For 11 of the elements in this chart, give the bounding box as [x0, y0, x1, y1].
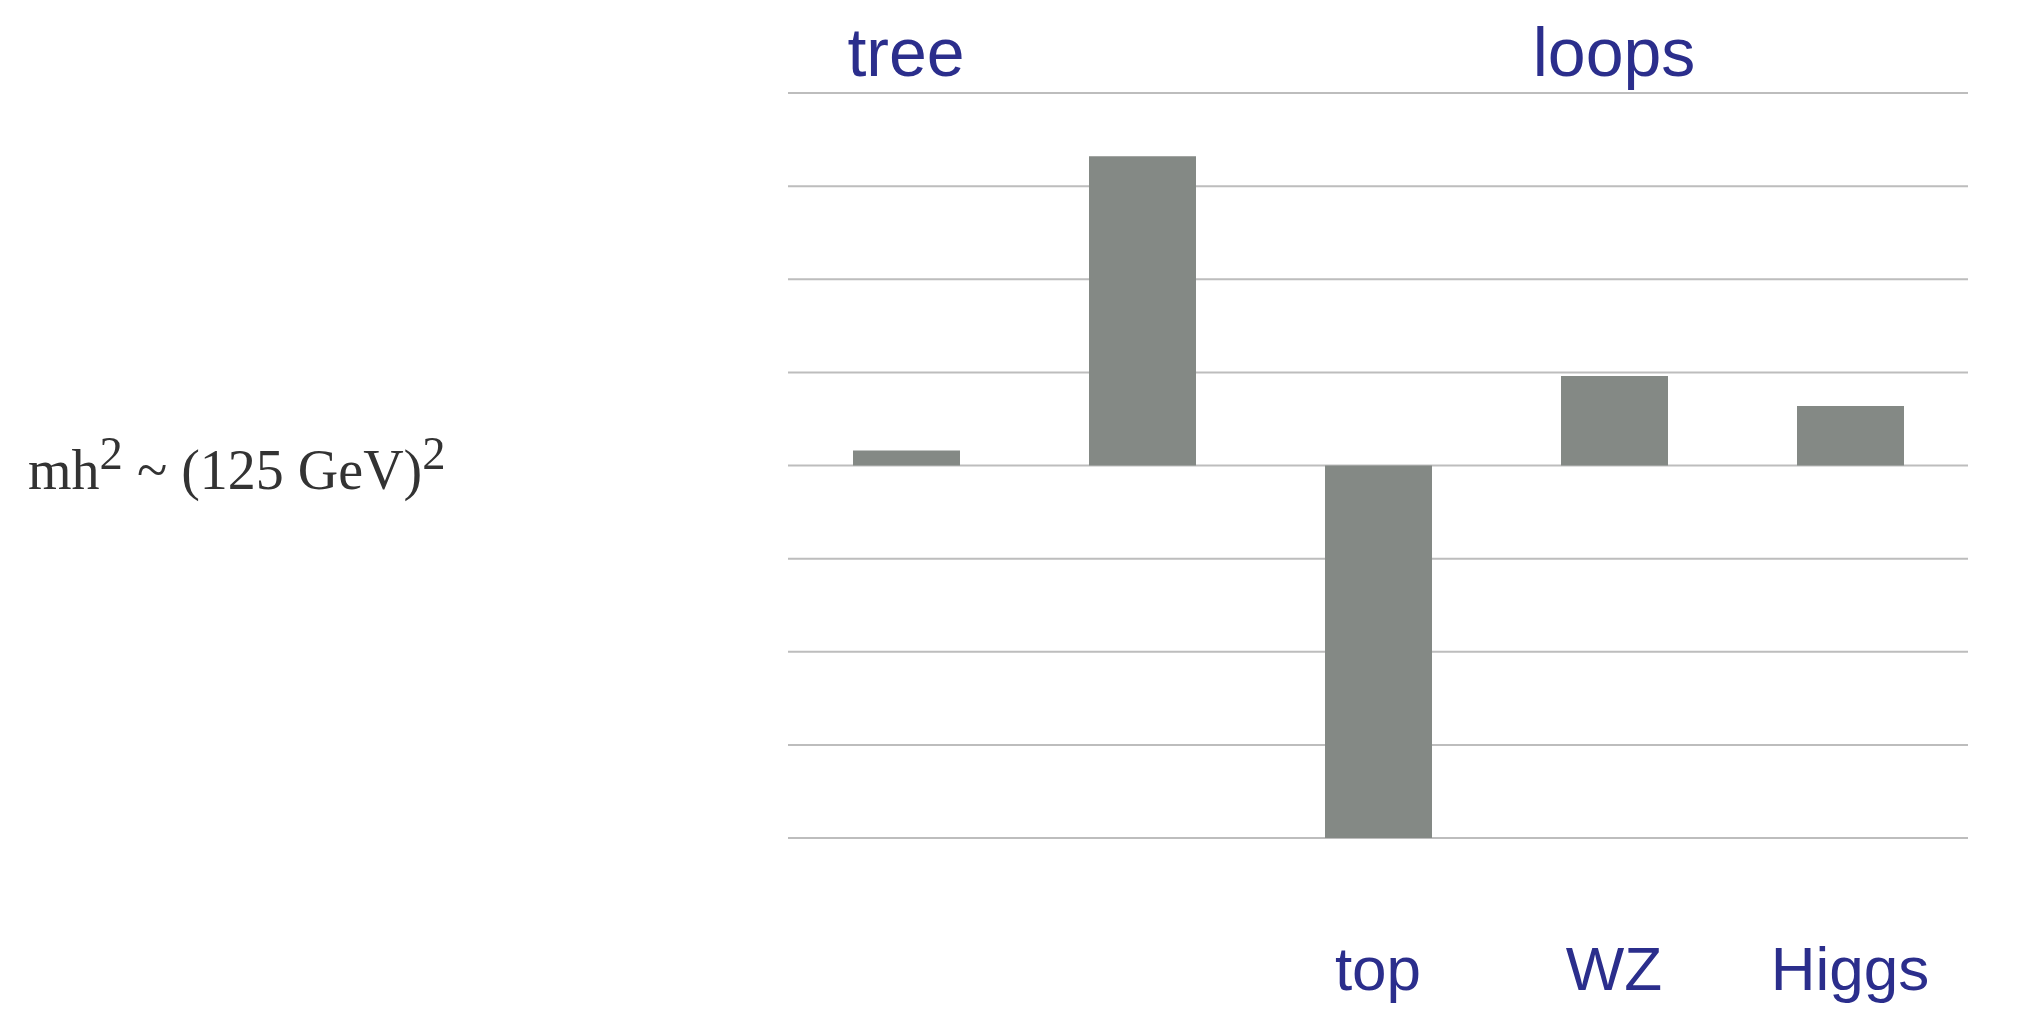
bar: [1797, 405, 1904, 466]
x-tick-label: top: [1334, 934, 1422, 1004]
bar: [1089, 156, 1196, 466]
bar: [1325, 465, 1432, 838]
x-tick-label: Higgs: [1770, 934, 1930, 1004]
x-tick-label: WZ: [1565, 934, 1663, 1004]
text: tree: [847, 13, 965, 91]
text: loops: [1532, 13, 1696, 91]
bar: [1561, 376, 1668, 466]
bar: [853, 450, 960, 466]
text: mh$^{2}$ ~ (125 GeV)$^{2}$: [28, 425, 446, 502]
